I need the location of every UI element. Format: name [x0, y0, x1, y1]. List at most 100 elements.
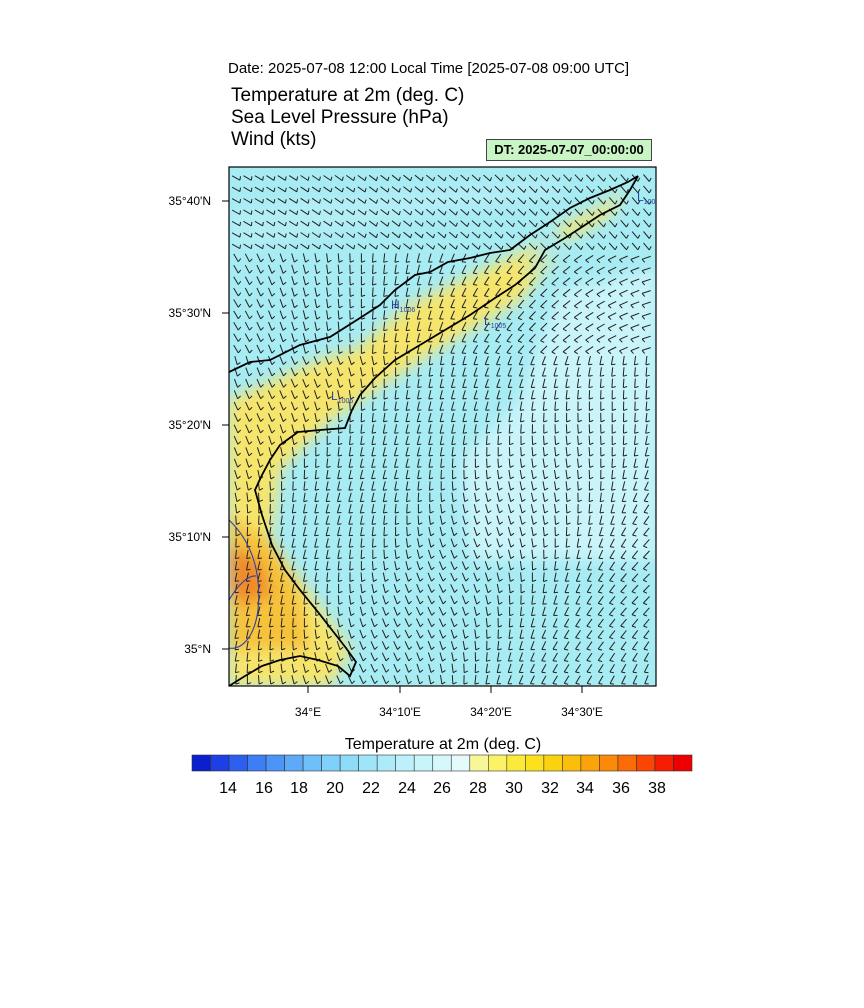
wind-barb [403, 197, 413, 204]
wind-barb [508, 458, 514, 468]
wind-barb [588, 458, 594, 468]
colorbar-tick-label: 26 [433, 780, 451, 797]
wind-barb [233, 378, 241, 388]
wind-barb [233, 333, 242, 342]
wind-barb [314, 572, 320, 582]
wind-barb [611, 458, 616, 468]
wind-barb [495, 310, 502, 320]
wind-barb [302, 344, 310, 354]
colorbar-box [265, 754, 285, 772]
wind-barb [277, 175, 287, 181]
wind-barb [243, 243, 253, 250]
wind-barb [372, 276, 377, 286]
wind-barb [552, 618, 558, 628]
wind-barb [551, 277, 559, 286]
wind-barb [292, 469, 297, 480]
wind-barb [577, 447, 583, 457]
wind-barb [599, 355, 604, 366]
title-wind: Wind (kts) [231, 129, 317, 150]
wind-barb [483, 276, 490, 286]
wind-barb [234, 572, 240, 582]
wind-barb [483, 197, 493, 205]
wind-barb [257, 561, 262, 571]
wind-barb [576, 367, 582, 377]
wind-barb [530, 390, 536, 400]
wind-barb [254, 243, 264, 250]
wind-barb [403, 220, 413, 227]
wind-barb [416, 663, 424, 673]
wind-barb [530, 378, 536, 388]
wind-barb [428, 401, 433, 411]
wind-barb [280, 492, 286, 503]
wind-barb [292, 492, 297, 503]
wind-barb [644, 458, 650, 468]
wind-barb [280, 526, 285, 537]
wind-barb [256, 447, 264, 457]
wind-barb [382, 458, 388, 468]
wind-barb [577, 504, 582, 514]
wind-barb [437, 186, 447, 193]
wind-barb [414, 220, 424, 227]
wind-barb [508, 572, 515, 582]
wind-barb [291, 561, 296, 571]
wind-barb [611, 424, 617, 434]
colorbar-box [636, 754, 656, 772]
wind-barb [634, 390, 639, 400]
wind-barb [417, 481, 422, 491]
wind-barb [507, 675, 512, 685]
wind-barb [348, 595, 355, 605]
wind-barb [382, 504, 388, 514]
wind-barb [359, 663, 367, 673]
wind-barb [496, 526, 504, 537]
wind-barb [428, 253, 433, 263]
wind-barb [485, 424, 491, 434]
wind-barb [269, 515, 274, 525]
wind-barb [540, 345, 548, 355]
wind-barb [462, 618, 469, 628]
wind-barb [269, 492, 275, 503]
wind-barb [630, 289, 640, 297]
wind-barb [414, 243, 424, 250]
hottest-zone [229, 545, 272, 605]
wind-barb [372, 264, 377, 275]
wind-barb [519, 526, 526, 537]
wind-barb [540, 265, 548, 275]
wind-barb [268, 310, 276, 320]
wind-barb [349, 344, 355, 354]
wind-barb [357, 197, 367, 204]
colorbar-box [358, 754, 378, 772]
wind-barb [428, 447, 433, 457]
wind-barb [438, 584, 447, 593]
wind-barb [485, 492, 492, 503]
wind-barb [244, 264, 253, 274]
wind-barb [439, 526, 446, 537]
wind-barb [483, 186, 493, 193]
wind-barb [288, 220, 299, 227]
wind-barb [599, 492, 605, 503]
colorbar-box [673, 754, 693, 772]
wind-barb [256, 287, 264, 297]
wind-barb [484, 538, 492, 548]
wind-barb [393, 663, 401, 673]
wind-barb [383, 401, 388, 411]
wind-barb [337, 435, 343, 446]
wind-barb [246, 492, 252, 503]
wind-barb [508, 629, 514, 639]
wind-barb [314, 424, 321, 434]
wind-barb [528, 288, 536, 298]
wind-barb [234, 561, 240, 571]
wind-barb [643, 516, 650, 526]
wind-barb [496, 583, 503, 594]
wind-barb [587, 538, 593, 548]
wind-barb [372, 287, 377, 297]
wind-barb [302, 526, 308, 537]
wind-barb [394, 253, 399, 263]
wind-barb [291, 321, 298, 331]
wind-barb [562, 254, 571, 264]
wind-barb [563, 641, 570, 651]
wind-barb [359, 481, 365, 491]
wind-barb [529, 675, 535, 685]
wind-barb [496, 504, 503, 514]
wind-barb [394, 538, 400, 548]
wind-barb [507, 390, 513, 400]
